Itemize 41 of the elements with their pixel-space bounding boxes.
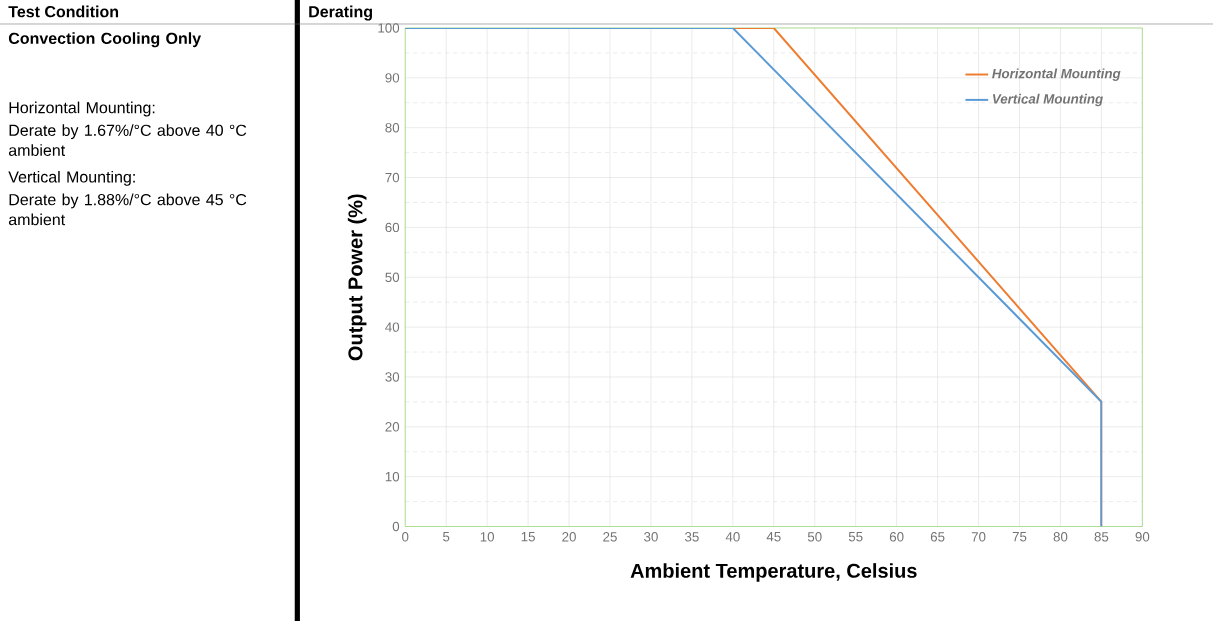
y-axis-title: Output Power (%): [347, 194, 367, 361]
x-tick-label: 25: [603, 532, 617, 542]
x-tick-label: 40: [725, 532, 740, 542]
text: Convection Cooling Only: [8, 32, 202, 48]
y-tick-label: 0: [392, 521, 400, 532]
y-tick-label: 70: [385, 172, 400, 183]
chart-title: Derating: [309, 5, 372, 21]
x-axis-title: Ambient Temperature, Celsius: [630, 563, 917, 582]
y-tick-label: 20: [385, 422, 400, 432]
x-tick-label: 50: [807, 532, 822, 542]
x-tick-label: 0: [402, 532, 409, 542]
x-tick-label: 80: [1053, 532, 1068, 542]
x-tick-label: 65: [930, 532, 945, 542]
x-tick-label: 10: [480, 532, 495, 542]
y-tick-label: 90: [385, 73, 400, 83]
x-tick-label: 15: [521, 532, 535, 542]
x-tick-label: 45: [766, 532, 781, 542]
y-tick-label: 60: [385, 222, 400, 233]
x-tick-label: 5: [443, 532, 450, 542]
text: Derate by 1.88%/°C above 45 °C ambient: [8, 193, 247, 226]
y-tick-label: 100: [378, 23, 400, 33]
text: Vertical Mounting:: [8, 170, 135, 186]
text: Horizontal Mounting:: [9, 101, 155, 117]
x-tick-label: 55: [848, 532, 863, 542]
x-tick-label: 85: [1094, 532, 1109, 542]
x-tick-label: 60: [889, 532, 904, 542]
x-tick-label: 90: [1135, 532, 1150, 542]
legend-label: Horizontal Mounting: [992, 68, 1121, 81]
y-tick-label: 30: [385, 372, 400, 382]
text: Derate by 1.67%/°C above 40 °C ambient: [8, 124, 247, 156]
x-tick-label: 75: [1012, 532, 1027, 542]
y-tick-label: 80: [385, 122, 400, 133]
y-tick-label: 40: [385, 322, 400, 332]
x-tick-label: 35: [684, 532, 699, 542]
x-tick-label: 70: [971, 532, 986, 542]
text: Test Condition: [8, 5, 119, 18]
x-tick-label: 20: [562, 532, 576, 542]
y-tick-label: 10: [385, 471, 400, 482]
legend-label: Vertical Mounting: [992, 93, 1103, 107]
x-tick-label: 30: [644, 532, 658, 542]
y-tick-label: 50: [385, 272, 400, 282]
